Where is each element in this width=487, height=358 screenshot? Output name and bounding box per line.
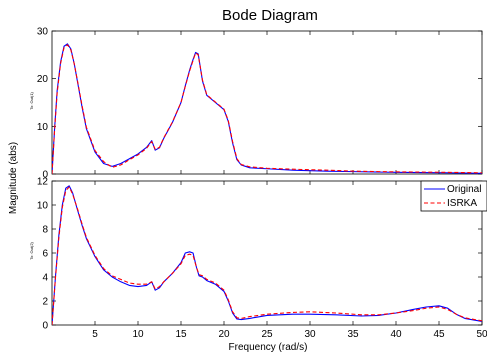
- x-tick-label-6: 35: [347, 329, 359, 340]
- panel-1-label: To: Out(1): [29, 91, 34, 109]
- x-tick-label-4: 25: [261, 329, 273, 340]
- panel-2-ytick-label-4: 8: [42, 225, 48, 236]
- panel-2-series-isrka: [52, 186, 482, 325]
- x-tick-label-7: 40: [390, 329, 402, 340]
- legend-box: [420, 180, 487, 212]
- panels-layer: 0 10 20 30 0 2 4 6 8 10 12 5 10 15 20 25 30 35 40 45 50: [37, 27, 487, 341]
- panel-1-series-isrka: [52, 44, 482, 174]
- panel-2-ytick-label-1: 2: [42, 297, 48, 308]
- panel-1: 0 10 20 30: [37, 27, 483, 181]
- x-tick-label-2: 15: [175, 329, 187, 340]
- panel-2-ytick-label-5: 10: [37, 201, 49, 212]
- y-axis-label: Magnitude (abs): [8, 142, 19, 214]
- legend-isrka-label: ISRKA: [447, 198, 477, 209]
- panel-2-ytick-label-6: 12: [37, 177, 49, 188]
- x-axis-label: Frequency (rad/s): [229, 342, 308, 353]
- panel-2: 0 2 4 6 8 10 12 5 10 15 20 25 30 35 40 45 50: [37, 177, 487, 341]
- x-tick-label-5: 30: [304, 329, 316, 340]
- panel-2-label: To: Out(2): [29, 241, 34, 259]
- panel-2-ytick-label-2: 4: [42, 273, 48, 284]
- panel-2-ytick-label-0: 0: [42, 321, 48, 332]
- x-tick-label-1: 10: [132, 329, 144, 340]
- panel-1-ytick-label-0: 0: [42, 170, 48, 181]
- panel-1-ytick-label-1: 10: [37, 122, 49, 133]
- panel-1-ytick-label-3: 30: [37, 27, 49, 38]
- chart-title: Bode Diagram: [222, 7, 318, 24]
- x-tick-label-9: 50: [476, 329, 487, 340]
- legend-original-label: Original: [447, 184, 481, 195]
- panel-2-ytick-label-3: 6: [42, 249, 48, 260]
- x-tick-label-3: 20: [218, 329, 230, 340]
- panel-1-ytick-label-2: 20: [37, 74, 49, 85]
- panel-1-frame: [51, 30, 483, 175]
- panel-2-frame: [51, 180, 483, 326]
- legend: Original ISRKA: [420, 180, 487, 212]
- x-tick-label-0: 5: [92, 329, 98, 340]
- x-tick-label-8: 45: [433, 329, 445, 340]
